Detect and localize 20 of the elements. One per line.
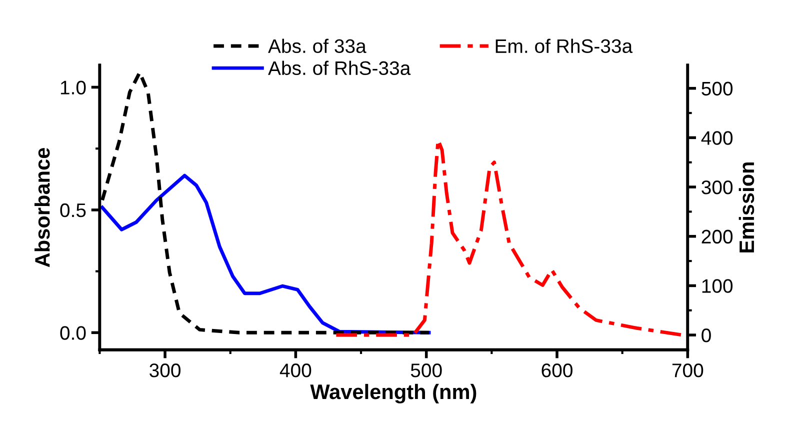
x-tick-label: 300	[150, 364, 180, 378]
x-tick-label: 600	[542, 364, 572, 378]
x-tick-label: 400	[280, 364, 312, 378]
x-axis-title: Wavelength (nm)	[310, 384, 476, 404]
x-tick-label: 700	[672, 364, 704, 378]
y-tick-label: 1.0	[60, 80, 86, 94]
x-tick-label: 500	[410, 364, 442, 378]
y2-tick-label: 500	[702, 82, 733, 96]
y2-tick-label: 0	[702, 328, 711, 342]
y-axis-title: Absorbance	[34, 148, 50, 268]
y-tick-label: 0.0	[60, 326, 86, 340]
y2-tick-label: 100	[702, 279, 733, 293]
y2-tick-label: 200	[702, 230, 733, 244]
legend-label: Abs. of RhS-33a	[268, 60, 411, 76]
y2-tick-label: 300	[702, 180, 733, 194]
y-tick-label: 0.5	[60, 203, 86, 218]
y2-axis-title: Emission	[738, 162, 754, 252]
y2-tick-label: 400	[701, 131, 733, 145]
legend-label: Abs. of 33a	[268, 38, 366, 54]
legend-label: Em. of RhS-33a	[496, 38, 633, 54]
